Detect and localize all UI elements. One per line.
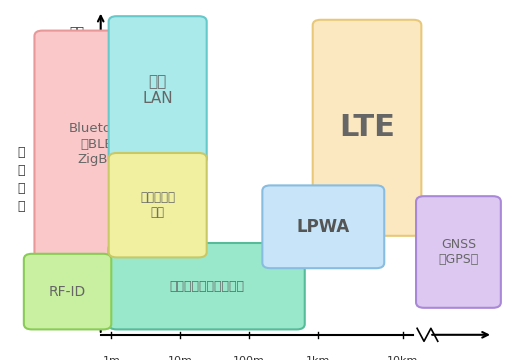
Text: 高速: 高速 xyxy=(70,26,85,39)
Text: 100m: 100m xyxy=(233,356,265,360)
Text: RF-ID: RF-ID xyxy=(49,285,86,298)
FancyBboxPatch shape xyxy=(109,153,207,257)
FancyBboxPatch shape xyxy=(24,254,111,329)
Text: 無線
LAN: 無線 LAN xyxy=(143,74,173,106)
Text: LPWA: LPWA xyxy=(297,218,350,236)
FancyBboxPatch shape xyxy=(109,243,305,329)
Text: LTE: LTE xyxy=(339,113,395,142)
FancyBboxPatch shape xyxy=(416,196,501,308)
FancyBboxPatch shape xyxy=(262,185,384,268)
Text: GNSS
（GPS）: GNSS （GPS） xyxy=(438,238,479,266)
Text: Bluetooth
（BLE）
ZigBee: Bluetooth （BLE） ZigBee xyxy=(68,122,133,166)
FancyBboxPatch shape xyxy=(34,31,167,257)
Text: 低速: 低速 xyxy=(70,314,85,327)
FancyBboxPatch shape xyxy=(313,20,421,236)
Text: 業務・レジャー用無線: 業務・レジャー用無線 xyxy=(169,280,244,293)
Text: 通
信
速
度: 通 信 速 度 xyxy=(17,147,25,213)
FancyBboxPatch shape xyxy=(109,16,207,164)
Text: 特定小電力
無線: 特定小電力 無線 xyxy=(140,191,175,219)
Text: 10m: 10m xyxy=(168,356,192,360)
Text: 10km: 10km xyxy=(387,356,419,360)
Text: 1km: 1km xyxy=(306,356,330,360)
Text: 1m: 1m xyxy=(102,356,120,360)
